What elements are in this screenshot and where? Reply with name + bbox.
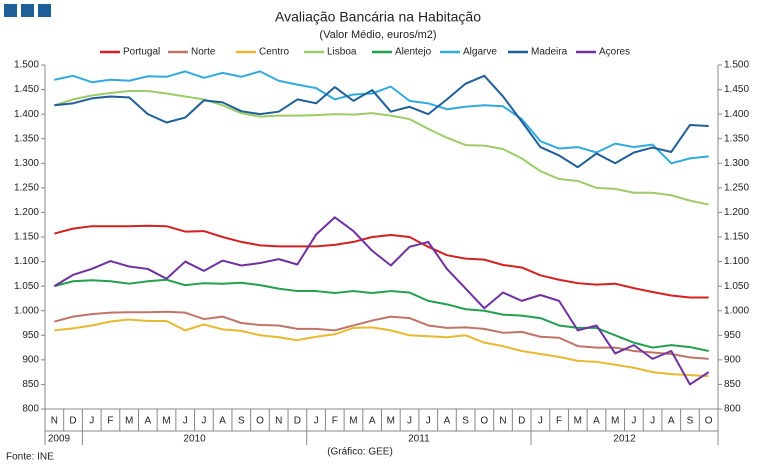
y-tick-label: 850 xyxy=(22,379,39,390)
series-line xyxy=(54,90,709,206)
x-tick-label: D xyxy=(294,416,301,427)
x-tick-label: O xyxy=(256,416,264,427)
x-tick-label: F xyxy=(107,416,113,427)
y-tick-label: 1.450 xyxy=(14,84,39,95)
y2-tick-label: 1.500 xyxy=(724,60,749,71)
legend-label: Centro xyxy=(259,47,289,58)
x-tick-label: M xyxy=(574,416,582,427)
y2-tick-label: 1.400 xyxy=(724,109,749,120)
series-line xyxy=(54,278,709,352)
legend-label: Alentejo xyxy=(395,47,432,58)
y-tick-label: 800 xyxy=(22,404,39,415)
legend-label: Açores xyxy=(599,47,630,58)
y2-tick-label: 1.250 xyxy=(724,182,749,193)
x-tick-label: N xyxy=(275,416,282,427)
x-tick-label: O xyxy=(705,416,713,427)
y-tick-label: 950 xyxy=(22,330,39,341)
year-label: 2009 xyxy=(48,434,71,445)
x-tick-label: N xyxy=(51,416,58,427)
x-tick-label: J xyxy=(89,416,94,427)
y-tick-label: 1.250 xyxy=(14,182,39,193)
logo-block xyxy=(21,4,34,17)
series-line xyxy=(54,224,709,299)
y2-tick-label: 1.100 xyxy=(724,256,749,267)
x-tick-label: O xyxy=(480,416,488,427)
x-tick-label: S xyxy=(687,416,694,427)
year-label: 2012 xyxy=(613,434,636,445)
x-tick-label: S xyxy=(462,416,469,427)
legend-label: Algarve xyxy=(463,47,497,58)
x-tick-label: A xyxy=(668,416,675,427)
series-line xyxy=(53,216,710,386)
x-tick-label: F xyxy=(332,416,338,427)
x-tick-label: M xyxy=(125,416,133,427)
x-tick-label: M xyxy=(349,416,357,427)
x-tick-label: M xyxy=(611,416,619,427)
credit: (Gráfico: GEE) xyxy=(327,447,393,458)
x-tick-label: J xyxy=(183,416,188,427)
y-tick-label: 1.050 xyxy=(14,281,39,292)
y2-tick-label: 1.450 xyxy=(724,84,749,95)
x-tick-label: A xyxy=(369,416,376,427)
source: Fonte: INE xyxy=(6,452,54,463)
x-tick-label: D xyxy=(69,416,76,427)
x-tick-label: J xyxy=(314,416,319,427)
y-tick-label: 1.400 xyxy=(14,109,39,120)
series-line xyxy=(54,70,709,165)
y2-tick-label: 1.050 xyxy=(724,281,749,292)
y2-tick-label: 1.200 xyxy=(724,207,749,218)
y-tick-label: 1.500 xyxy=(14,60,39,71)
series-line xyxy=(54,74,709,169)
y2-tick-label: 1.300 xyxy=(724,158,749,169)
x-tick-label: S xyxy=(238,416,245,427)
y2-tick-label: 850 xyxy=(724,379,741,390)
logo-block xyxy=(4,4,17,17)
x-tick-label: D xyxy=(518,416,525,427)
logo-block xyxy=(38,4,51,17)
y-tick-label: 1.300 xyxy=(14,158,39,169)
x-tick-label: J xyxy=(538,416,543,427)
year-label: 2010 xyxy=(183,434,206,445)
x-tick-label: M xyxy=(387,416,395,427)
legend-label: Lisboa xyxy=(327,47,357,58)
legend-label: Portugal xyxy=(123,47,160,58)
legend-label: Madeira xyxy=(531,47,568,58)
series-line xyxy=(54,310,709,360)
chart-subtitle: (Valor Médio, euros/m2) xyxy=(319,29,436,41)
y-tick-label: 1.350 xyxy=(14,133,39,144)
chart-title: Avaliação Bancária na Habitação xyxy=(275,9,481,25)
x-tick-label: J xyxy=(426,416,431,427)
y2-tick-label: 900 xyxy=(724,354,741,365)
y-tick-label: 1.100 xyxy=(14,256,39,267)
x-tick-label: A xyxy=(593,416,600,427)
x-tick-label: A xyxy=(219,416,226,427)
x-tick-label: J xyxy=(631,416,636,427)
x-tick-label: J xyxy=(201,416,206,427)
y2-tick-label: 950 xyxy=(724,330,741,341)
x-tick-label: A xyxy=(144,416,151,427)
y2-tick-label: 1.000 xyxy=(724,305,749,316)
y-tick-label: 900 xyxy=(22,354,39,365)
y2-tick-label: 800 xyxy=(724,404,741,415)
x-tick-label: J xyxy=(407,416,412,427)
y2-tick-label: 1.350 xyxy=(724,133,749,144)
y2-tick-label: 1.150 xyxy=(724,232,749,243)
x-tick-label: A xyxy=(444,416,451,427)
x-tick-label: N xyxy=(499,416,506,427)
series-line xyxy=(54,318,709,378)
y-tick-label: 1.000 xyxy=(14,305,39,316)
year-label: 2011 xyxy=(408,434,430,445)
y-tick-label: 1.200 xyxy=(14,207,39,218)
x-tick-label: J xyxy=(650,416,655,427)
x-tick-label: M xyxy=(162,416,170,427)
y-tick-label: 1.150 xyxy=(14,232,39,243)
legend-label: Norte xyxy=(191,47,216,58)
x-tick-label: F xyxy=(556,416,562,427)
